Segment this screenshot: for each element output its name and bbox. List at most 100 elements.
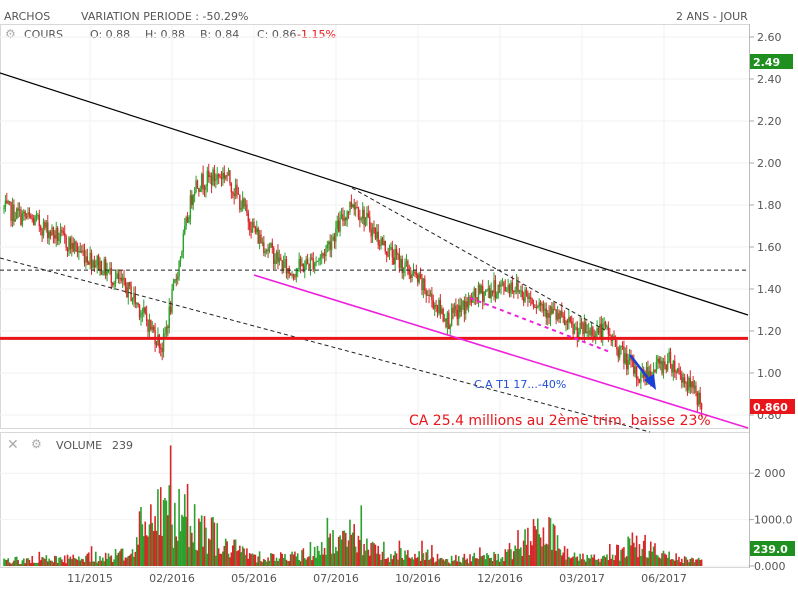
x-tick-label: 05/2016 xyxy=(231,572,277,585)
price-candle xyxy=(404,262,406,269)
volume-bar xyxy=(477,558,480,566)
price-candle xyxy=(664,361,666,366)
volume-bar xyxy=(65,563,67,566)
price-candle xyxy=(590,327,593,336)
price-candle xyxy=(321,253,323,258)
price-candle xyxy=(282,261,285,271)
price-candle xyxy=(700,403,703,410)
price-candle xyxy=(361,209,364,219)
volume-bar xyxy=(41,557,43,566)
price-candle xyxy=(518,290,521,293)
volume-bar xyxy=(532,519,535,566)
volume-bar xyxy=(661,553,663,566)
price-candle xyxy=(227,170,230,176)
price-candle xyxy=(644,377,646,379)
volume-bar xyxy=(246,548,248,566)
price-candle xyxy=(216,174,218,180)
volume-bar xyxy=(642,540,645,566)
price-candle xyxy=(10,202,12,221)
price-candle xyxy=(250,229,252,233)
volume-bar xyxy=(449,563,452,566)
volume-bar xyxy=(343,530,346,566)
volume-bar xyxy=(158,534,161,566)
price-candle xyxy=(237,193,240,195)
price-candle xyxy=(271,243,274,248)
price-candle xyxy=(539,302,542,306)
price-candle xyxy=(217,174,220,177)
volume-bar xyxy=(27,558,29,566)
volume-bar xyxy=(272,554,275,566)
volume-bar xyxy=(55,556,58,566)
price-candle xyxy=(520,290,522,292)
volume-bar xyxy=(496,560,498,566)
volume-bar xyxy=(408,557,411,566)
price-candle xyxy=(407,261,409,271)
price-candle xyxy=(446,312,449,328)
price-candle xyxy=(85,256,87,263)
price-candle xyxy=(220,177,223,180)
price-candle xyxy=(161,348,163,352)
volume-bar xyxy=(162,500,165,566)
volume-bar xyxy=(268,560,271,566)
volume-bar xyxy=(503,561,505,566)
price-candle xyxy=(679,372,682,375)
price-candle xyxy=(521,290,523,298)
price-candle xyxy=(578,332,580,341)
settings-gear-icon[interactable]: ⚙ xyxy=(5,27,16,41)
volume-bar xyxy=(185,516,187,566)
price-candle xyxy=(212,169,214,185)
volume-bar xyxy=(679,562,682,566)
volume-bar xyxy=(603,555,605,566)
price-candle xyxy=(332,236,334,241)
volume-bar xyxy=(473,552,476,566)
price-candle xyxy=(443,318,446,322)
volume-bar xyxy=(78,556,80,566)
volume-bar xyxy=(70,559,73,566)
volume-bar xyxy=(90,546,93,566)
volume-bar xyxy=(549,518,552,566)
volume-bar xyxy=(392,555,395,566)
price-tick-label: 2.00 xyxy=(757,157,782,170)
price-candle xyxy=(453,305,456,313)
price-candle xyxy=(32,218,35,225)
volume-bar xyxy=(596,559,598,566)
volume-bar xyxy=(99,556,101,566)
price-candle xyxy=(209,175,211,178)
volume-bar xyxy=(497,553,500,566)
price-candle xyxy=(378,244,381,246)
volume-bar xyxy=(171,524,173,566)
price-candle xyxy=(239,194,241,210)
price-candle xyxy=(313,263,316,270)
price-tick-label: 1.40 xyxy=(757,283,782,296)
price-candle xyxy=(78,250,80,253)
volume-bar xyxy=(634,547,637,566)
close-x-icon[interactable]: ✕ xyxy=(7,437,19,453)
volume-bar xyxy=(391,559,394,566)
volume-bar xyxy=(94,551,97,566)
price-candle xyxy=(508,285,511,294)
price-candle xyxy=(96,255,98,266)
period-label[interactable]: 2 ANS - JOUR xyxy=(676,10,748,23)
price-candle xyxy=(42,221,45,236)
volume-bar xyxy=(476,558,478,566)
price-candle xyxy=(599,323,601,334)
price-candle xyxy=(675,372,677,374)
price-candle xyxy=(638,378,641,383)
price-candle xyxy=(88,262,90,265)
volume-bar xyxy=(551,549,553,566)
volume-settings-gear-icon[interactable]: ⚙ xyxy=(31,437,42,451)
volume-bar xyxy=(288,560,291,566)
price-candle xyxy=(462,300,464,307)
volume-bar xyxy=(445,559,447,566)
price-candle xyxy=(530,296,532,299)
volume-bar xyxy=(613,560,615,566)
price-candle xyxy=(69,237,72,249)
volume-bar xyxy=(371,541,374,566)
volume-bar xyxy=(337,536,340,566)
volume-bar xyxy=(223,545,226,566)
price-candle xyxy=(107,270,110,272)
price-candle xyxy=(617,349,619,358)
volume-bar xyxy=(140,506,142,566)
price-candle xyxy=(483,291,485,302)
volume-bar xyxy=(552,523,555,566)
